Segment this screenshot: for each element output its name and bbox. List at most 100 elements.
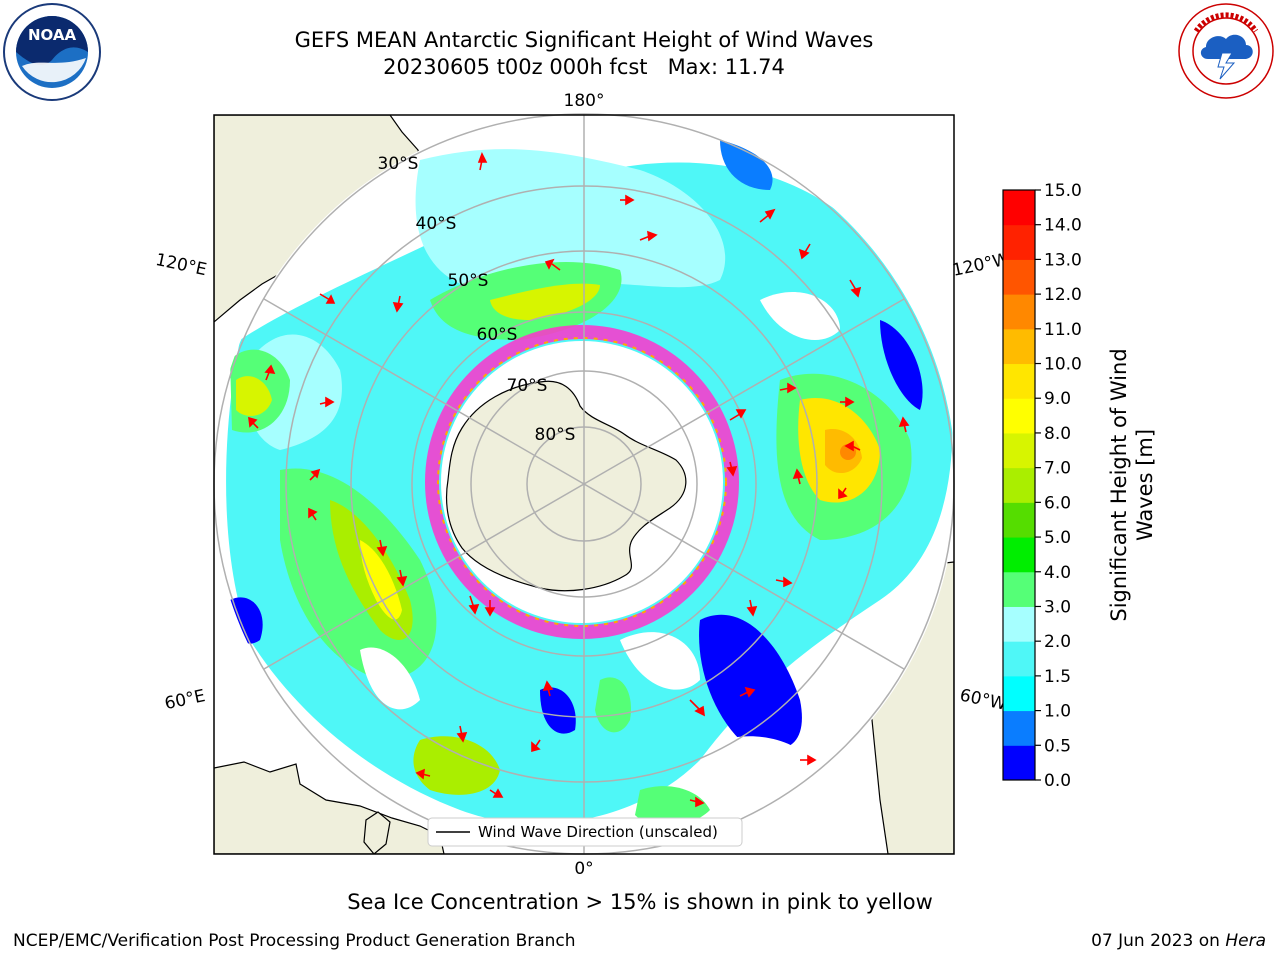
colorbar-tick-label: 11.0 bbox=[1044, 320, 1082, 340]
wind-arrow bbox=[308, 507, 318, 521]
lat-label-30s: 30°S bbox=[378, 154, 419, 174]
colorbar-swatches bbox=[1003, 190, 1035, 781]
wind-arrow bbox=[798, 243, 811, 260]
colorbar-ticks: 0.0 0.5 1.0 1.5 2.0 3.0 4.0 5.0 6.0 7.0 8.0 9.0 10.0… bbox=[1035, 181, 1082, 791]
wind-arrow bbox=[759, 208, 776, 223]
wind-arrow bbox=[544, 258, 561, 271]
wind-arrow bbox=[531, 739, 541, 753]
wind-arrow bbox=[746, 599, 758, 617]
colorbar-tick-label: 4.0 bbox=[1044, 563, 1071, 583]
wind-arrow bbox=[840, 396, 855, 408]
wind-arrow bbox=[844, 440, 861, 452]
wind-arrow bbox=[849, 279, 862, 298]
colorbar: 0.0 0.5 1.0 1.5 2.0 3.0 4.0 5.0 6.0 7.0 8.0 9.0 10.0… bbox=[1002, 181, 1082, 791]
lon-label-180: 180° bbox=[564, 91, 605, 111]
wind-arrow bbox=[729, 409, 747, 421]
colorbar-tick-label: 9.0 bbox=[1044, 389, 1071, 409]
colorbar-swatch bbox=[1003, 537, 1035, 573]
wind-direction-arrows bbox=[248, 152, 910, 808]
colorbar-label-line1: Significant Height of Wind bbox=[1107, 348, 1131, 621]
colorbar-swatch bbox=[1003, 710, 1035, 746]
colorbar-swatch bbox=[1003, 224, 1035, 260]
colorbar-swatch bbox=[1003, 294, 1035, 330]
colorbar-tick-label: 15.0 bbox=[1044, 181, 1082, 201]
lon-label-0: 0° bbox=[574, 859, 593, 879]
wind-arrow bbox=[800, 754, 817, 766]
colorbar-swatch bbox=[1003, 502, 1035, 538]
wind-arrow bbox=[792, 468, 804, 485]
colorbar-swatch bbox=[1003, 190, 1035, 226]
wind-arrow bbox=[392, 295, 404, 313]
colorbar-tick-label: 5.0 bbox=[1044, 528, 1071, 548]
nws-logo bbox=[1178, 3, 1274, 99]
colorbar-swatch bbox=[1003, 363, 1035, 399]
lat-label-60s: 60°S bbox=[477, 325, 518, 345]
lon-label-60e: 60°E bbox=[163, 686, 207, 714]
land-antarctica bbox=[445, 380, 687, 592]
run-date: 07 Jun 2023 on Hera bbox=[1091, 931, 1266, 951]
noaa-logo: NOAA bbox=[3, 3, 101, 101]
colorbar-tick-label: 0.0 bbox=[1044, 771, 1071, 791]
colorbar-swatch bbox=[1003, 259, 1035, 295]
wind-arrow bbox=[639, 230, 658, 242]
colorbar-swatch bbox=[1003, 432, 1035, 469]
noaa-logo-text: NOAA bbox=[28, 26, 77, 44]
chart-title: GEFS MEAN Antarctic Significant Height o… bbox=[294, 28, 874, 52]
lat-label-40s: 40°S bbox=[416, 214, 457, 234]
colorbar-tick-label: 0.5 bbox=[1044, 736, 1071, 756]
wind-arrow bbox=[779, 382, 797, 394]
producer-credit: NCEP/EMC/Verification Post Processing Pr… bbox=[13, 931, 576, 951]
wind-arrow bbox=[838, 487, 848, 500]
colorbar-swatch bbox=[1003, 398, 1035, 434]
colorbar-tick-label: 2.0 bbox=[1044, 632, 1071, 652]
wind-arrow bbox=[309, 468, 321, 481]
colorbar-swatch bbox=[1003, 745, 1035, 781]
wind-arrow bbox=[456, 725, 468, 743]
wind-arrow bbox=[898, 416, 910, 433]
wind-arrow bbox=[689, 699, 705, 717]
wind-arrow bbox=[396, 569, 408, 587]
wind-arrow bbox=[726, 461, 738, 477]
colorbar-tick-label: 1.5 bbox=[1044, 667, 1071, 687]
wind-arrow bbox=[489, 788, 504, 798]
colorbar-tick-label: 13.0 bbox=[1044, 250, 1082, 270]
run-machine: Hera bbox=[1225, 931, 1266, 951]
wind-arrow bbox=[415, 768, 431, 780]
wind-arrow bbox=[542, 680, 554, 697]
colorbar-label: Significant Height of Wind Waves [m] bbox=[1107, 348, 1157, 621]
colorbar-swatch bbox=[1003, 606, 1035, 642]
colorbar-tick-label: 1.0 bbox=[1044, 702, 1071, 722]
wind-arrow bbox=[264, 364, 276, 381]
run-date-text: 07 Jun 2023 on bbox=[1091, 931, 1220, 951]
land-madagascar bbox=[363, 811, 391, 854]
sea-ice-note: Sea Ice Concentration > 15% is shown in … bbox=[347, 890, 933, 914]
wind-arrow bbox=[319, 396, 335, 408]
wind-arrow bbox=[620, 194, 635, 206]
colorbar-tick-label: 12.0 bbox=[1044, 285, 1082, 305]
map-legend: Wind Wave Direction (unscaled) bbox=[427, 817, 743, 847]
wind-arrow bbox=[319, 293, 336, 304]
wind-arrow bbox=[376, 539, 388, 557]
map-frame bbox=[213, 114, 955, 855]
wind-arrow bbox=[775, 576, 793, 588]
colorbar-tick-label: 8.0 bbox=[1044, 424, 1071, 444]
colorbar-tick-label: 7.0 bbox=[1044, 459, 1071, 479]
colorbar-swatch bbox=[1003, 675, 1035, 712]
colorbar-tick-label: 10.0 bbox=[1044, 355, 1082, 375]
colorbar-tick-label: 14.0 bbox=[1044, 216, 1082, 236]
colorbar-tick-label: 6.0 bbox=[1044, 493, 1071, 513]
lat-label-80s: 80°S bbox=[535, 425, 576, 445]
lat-label-70s: 70°S bbox=[507, 376, 548, 396]
colorbar-label-line2: Waves [m] bbox=[1133, 429, 1157, 541]
wind-arrow bbox=[739, 686, 756, 698]
lat-label-50s: 50°S bbox=[448, 271, 489, 291]
wind-arrow bbox=[689, 796, 705, 808]
wind-arrow bbox=[468, 595, 480, 615]
wind-arrow bbox=[484, 600, 496, 617]
chart-subtitle: 20230605 t00z 000h fcst Max: 11.74 bbox=[383, 55, 785, 79]
legend-label: Wind Wave Direction (unscaled) bbox=[478, 823, 718, 841]
wind-arrow bbox=[248, 416, 259, 429]
colorbar-swatch bbox=[1003, 467, 1035, 503]
colorbar-swatch bbox=[1003, 571, 1035, 607]
